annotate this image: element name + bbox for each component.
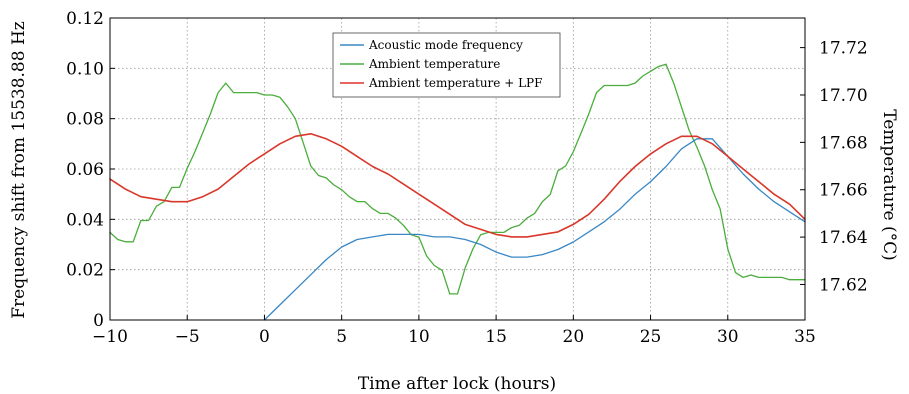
x-tick-label: −10 [92,327,128,347]
y-tick-label: 0.08 [66,110,104,130]
x-tick-label: 30 [717,327,739,347]
series-layer [109,63,806,321]
y-axis-left: 0 0.02 0.04 0.06 0.08 0.10 0.12 [66,9,115,331]
x-tick-label: 35 [794,327,816,347]
series-line-0 [263,138,806,321]
x-tick-label: 10 [408,327,430,347]
y-tick-label: 0 [93,311,104,331]
x-axis-title: Time after lock (hours) [358,374,556,394]
x-axis: −10 −5 0 5 10 15 20 25 30 35 [92,315,816,347]
y-tick-label: 0.10 [66,59,104,79]
y-axis-right: 17.62 17.64 17.66 17.68 17.70 17.72 [800,39,868,295]
legend-label-acoustic: Acoustic mode frequency [368,38,523,52]
y2-tick-label: 17.72 [819,39,868,59]
y2-tick-label: 17.64 [819,228,868,248]
y2-tick-label: 17.70 [819,86,868,106]
x-tick-label: 0 [259,327,270,347]
y2-tick-label: 17.68 [819,133,868,153]
legend-box [332,32,561,98]
y-tick-label: 0.06 [66,160,104,180]
legend-label-ambient: Ambient temperature [368,57,500,71]
x-tick-label: 15 [485,327,507,347]
legend-label-lpf: Ambient temperature + LPF [368,76,542,90]
y2-tick-label: 17.62 [819,275,868,295]
y2-tick-label: 17.66 [819,181,868,201]
x-tick-label: 25 [640,327,662,347]
y2-axis-title: Temperature (°C) [879,109,899,261]
x-tick-label: 20 [563,327,585,347]
y-tick-label: 0.04 [66,210,104,230]
series-line-1 [109,63,806,295]
x-tick-label: 5 [336,327,347,347]
series-line-2 [109,133,806,238]
x-tick-label: −5 [175,327,200,347]
legend: Acoustic mode frequency Ambient temperat… [332,32,561,98]
y-axis-title: Frequency shift from 15538.88 Hz [9,21,29,319]
y-tick-label: 0.02 [66,261,104,281]
y-tick-label: 0.12 [66,9,104,29]
